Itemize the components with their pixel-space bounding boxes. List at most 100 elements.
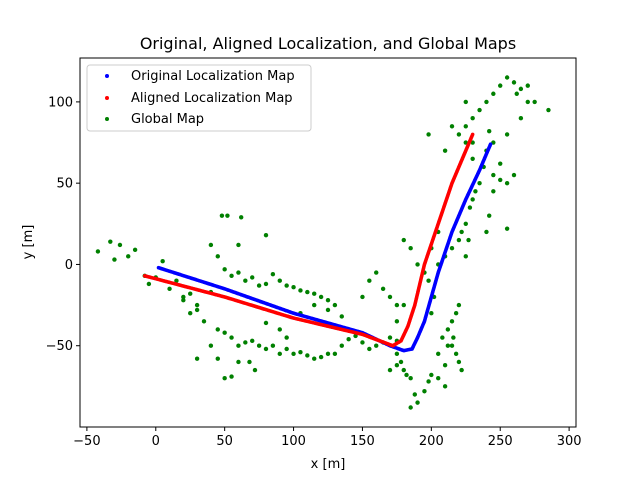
global-map-point bbox=[263, 281, 269, 287]
global-map-point bbox=[511, 80, 517, 85]
global-map-point bbox=[401, 237, 406, 243]
global-map-point bbox=[291, 351, 296, 357]
x-tick-label: 250 bbox=[488, 434, 513, 449]
global-map-point bbox=[270, 271, 276, 277]
global-map-point bbox=[277, 327, 282, 332]
global-map-point bbox=[415, 262, 420, 267]
global-map-point bbox=[229, 374, 234, 379]
global-map-point bbox=[312, 291, 317, 296]
global-map-point bbox=[236, 270, 241, 275]
x-tick-label: 50 bbox=[216, 434, 233, 449]
global-map-point bbox=[229, 335, 234, 340]
global-map-point bbox=[339, 343, 344, 348]
global-map-point bbox=[466, 237, 471, 243]
global-map-point bbox=[387, 294, 393, 300]
y-axis-label: y [m] bbox=[21, 225, 36, 260]
global-map-point bbox=[188, 311, 193, 316]
global-map-point bbox=[404, 372, 409, 378]
global-map-point bbox=[312, 302, 317, 308]
original-localization-series bbox=[156, 142, 493, 353]
global-map-point bbox=[456, 359, 462, 365]
global-map-point bbox=[250, 338, 255, 344]
global-map-point bbox=[219, 213, 225, 218]
global-map-point bbox=[360, 340, 365, 345]
global-map-point bbox=[436, 351, 441, 357]
global-map-point bbox=[449, 319, 455, 324]
global-map-point bbox=[394, 363, 400, 368]
global-map-point bbox=[387, 335, 393, 340]
global-map-point bbox=[374, 270, 379, 275]
global-map-point bbox=[298, 288, 303, 293]
global-map-point bbox=[514, 91, 519, 96]
global-map-point bbox=[312, 356, 317, 361]
global-map-point bbox=[236, 343, 241, 348]
global-map-point bbox=[394, 319, 400, 324]
global-map-point bbox=[436, 376, 441, 381]
x-tick-label: 200 bbox=[419, 434, 444, 449]
global-map-point bbox=[546, 107, 551, 113]
global-map-point bbox=[518, 115, 524, 121]
global-map-point bbox=[408, 376, 413, 381]
global-map-point bbox=[445, 343, 451, 348]
original-map-point bbox=[488, 142, 493, 146]
global-map-point bbox=[408, 245, 413, 251]
global-map-point bbox=[463, 254, 468, 259]
legend-label-aligned: Aligned Localization Map bbox=[131, 91, 293, 106]
global-map-point bbox=[325, 298, 331, 303]
global-map-point bbox=[429, 311, 434, 316]
global-map-point bbox=[243, 278, 248, 283]
global-map-point bbox=[339, 314, 344, 319]
global-map-point bbox=[215, 254, 220, 259]
global-map-point bbox=[360, 294, 365, 300]
global-map-point bbox=[470, 115, 475, 121]
global-map-point bbox=[470, 197, 475, 202]
global-map-point bbox=[449, 245, 455, 251]
global-map-point bbox=[470, 156, 475, 161]
global-map-point bbox=[453, 311, 459, 316]
x-tick-label: 100 bbox=[281, 434, 306, 449]
global-map-point bbox=[167, 286, 172, 292]
legend-frame bbox=[86, 64, 312, 132]
y-tick-label: 50 bbox=[56, 177, 73, 192]
global-map-point bbox=[305, 353, 310, 358]
global-map-point bbox=[160, 258, 165, 264]
global-map-point bbox=[243, 340, 248, 345]
global-map-point bbox=[236, 242, 241, 248]
global-map-point bbox=[222, 330, 227, 335]
global-map-point bbox=[456, 302, 462, 308]
global-map-point bbox=[394, 302, 400, 308]
global-map-point bbox=[487, 213, 492, 218]
global-map-point bbox=[491, 189, 496, 194]
legend-marker-global bbox=[105, 117, 109, 121]
global-map-point bbox=[367, 278, 372, 283]
global-map-point bbox=[463, 124, 468, 129]
global-map-point bbox=[353, 333, 358, 339]
global-map-point bbox=[332, 302, 338, 308]
legend-label-original: Original Localization Map bbox=[131, 69, 295, 84]
global-map-point bbox=[440, 335, 445, 340]
global-map-point bbox=[332, 351, 338, 357]
y-tick-label: 100 bbox=[48, 95, 73, 110]
global-map-point bbox=[325, 307, 331, 313]
global-map-point bbox=[525, 99, 530, 105]
global-map-point bbox=[504, 75, 510, 80]
global-map-point bbox=[422, 389, 427, 394]
global-map-point bbox=[95, 249, 101, 254]
global-map-point bbox=[222, 267, 227, 272]
global-map-point bbox=[263, 320, 269, 326]
chart-title: Original, Aligned Localization, and Glob… bbox=[140, 34, 516, 53]
global-map-point bbox=[367, 346, 372, 352]
global-map-point bbox=[108, 239, 113, 244]
global-map-point bbox=[467, 205, 473, 210]
global-map-point bbox=[412, 392, 417, 397]
global-map-point bbox=[518, 86, 524, 92]
global-map-point bbox=[284, 283, 289, 288]
global-map-point bbox=[256, 283, 262, 288]
global-map-point bbox=[477, 180, 482, 186]
global-map-point bbox=[426, 278, 431, 283]
global-map-point bbox=[325, 351, 331, 357]
global-map-point bbox=[247, 359, 252, 365]
global-map-point bbox=[236, 359, 241, 365]
global-map-point bbox=[459, 229, 464, 235]
